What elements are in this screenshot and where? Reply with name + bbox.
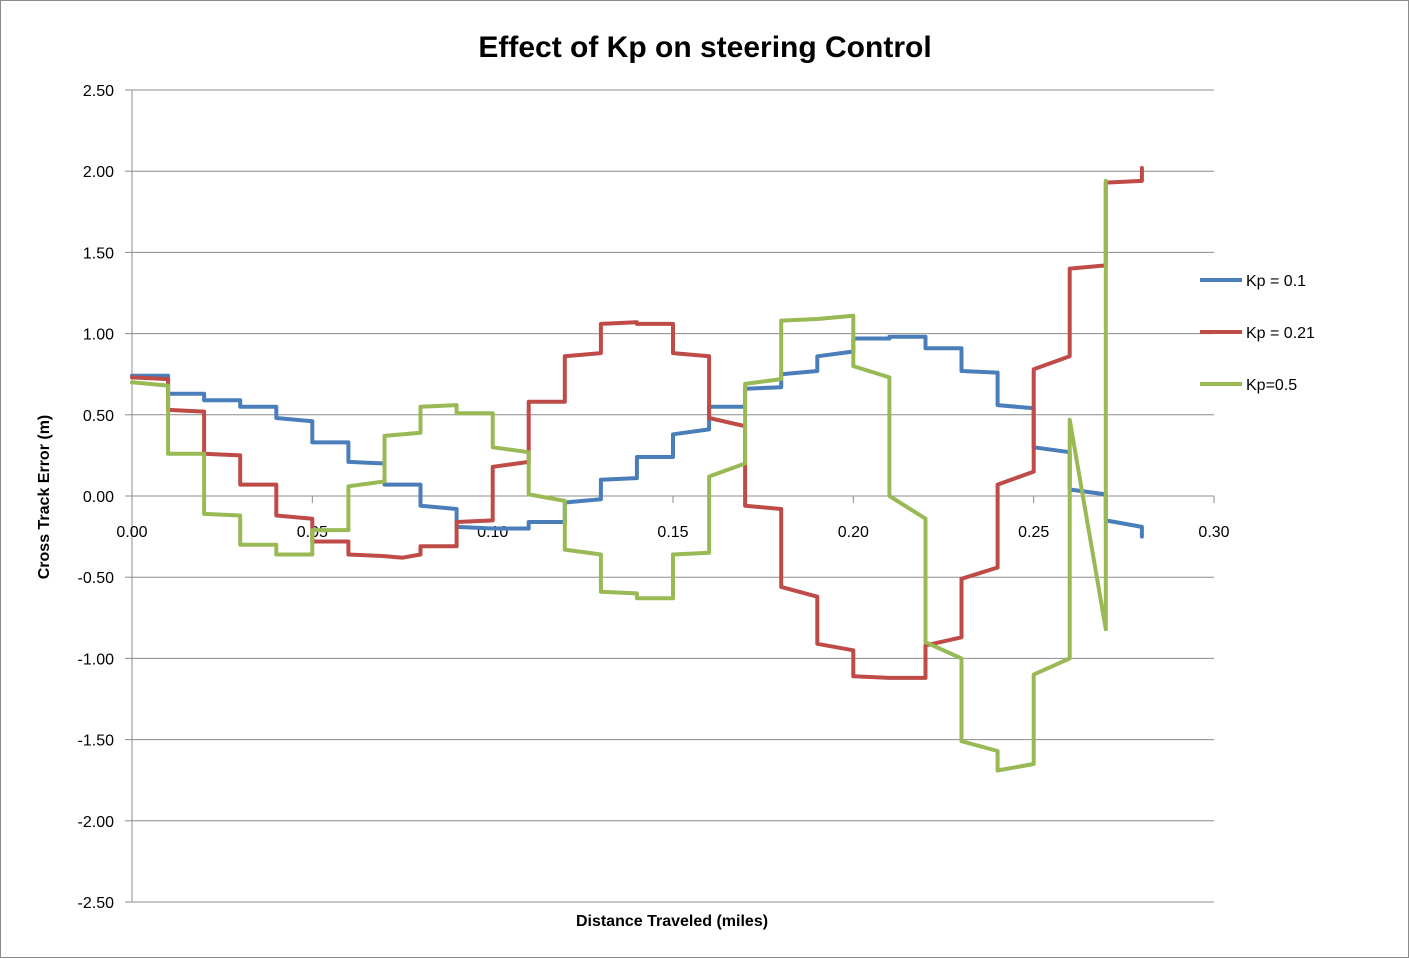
x-tick-label: 0.30	[1198, 524, 1229, 541]
x-tick-label: 0.15	[657, 524, 688, 541]
y-tick-labels: 2.50 2.00 1.50 1.00 0.50 0.00 -0.50 -1.00 -1.50 -…	[78, 83, 115, 912]
legend: Kp = 0.1 Kp = 0.21 Kp=0.5	[1200, 273, 1315, 394]
y-tick-label: -1.50	[78, 733, 115, 750]
y-tick-label: 1.50	[83, 245, 114, 262]
y-tick-label: 1.00	[83, 327, 114, 344]
x-tick-label: 0.20	[838, 524, 869, 541]
axes	[131, 90, 1215, 902]
series-lines	[130, 166, 1144, 773]
x-tick-labels: 0.00 0.05 0.10 0.15 0.20 0.25 0.30	[116, 524, 1229, 541]
y-tick-label: 0.50	[83, 408, 114, 425]
y-tick-label: -0.50	[78, 570, 115, 587]
y-tick-label: 0.00	[83, 489, 114, 506]
y-tick-label: -2.00	[78, 814, 115, 831]
legend-label: Kp=0.5	[1246, 377, 1297, 394]
y-tick-label: -1.00	[78, 651, 115, 668]
y-tick-label: 2.50	[83, 83, 114, 100]
chart-title: Effect of Kp on steering Control	[478, 31, 931, 64]
y-axis-title: Cross Track Error (m)	[36, 415, 53, 580]
series-line-1	[130, 334, 1144, 539]
x-tick-label: 0.00	[116, 524, 147, 541]
series-line-2	[130, 166, 1144, 680]
x-tick-label: 0.25	[1018, 524, 1049, 541]
x-axis-title: Distance Traveled (miles)	[576, 913, 768, 930]
y-tick-label: -2.50	[78, 895, 115, 912]
legend-label: Kp = 0.21	[1246, 325, 1315, 342]
series-line-3	[130, 178, 1108, 773]
y-tick-label: 2.00	[83, 164, 114, 181]
legend-label: Kp = 0.1	[1246, 273, 1306, 290]
